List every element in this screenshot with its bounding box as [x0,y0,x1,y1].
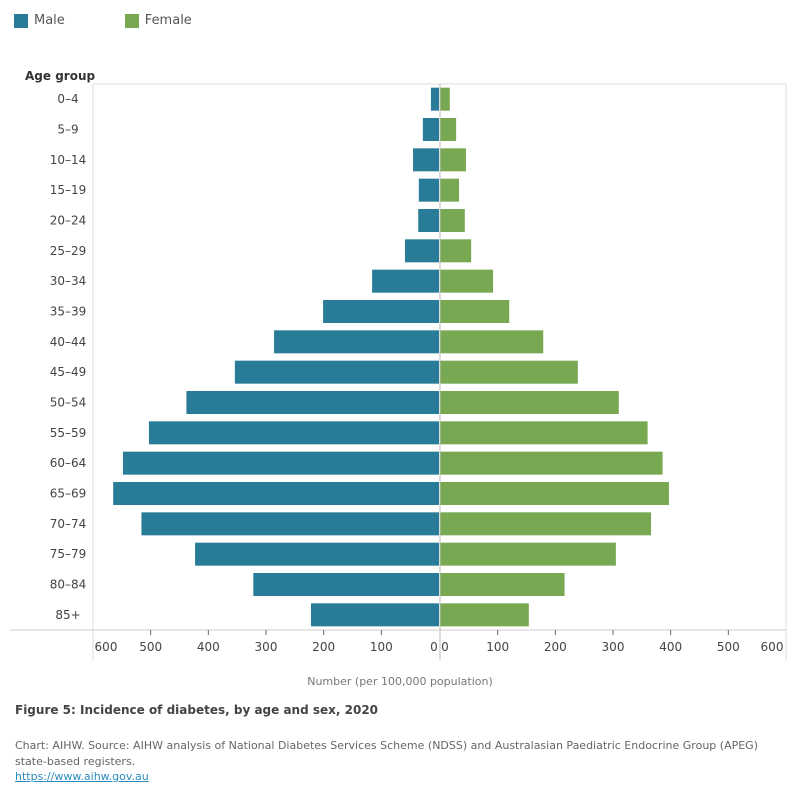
age-group-label: 75–79 [50,547,87,561]
figure-caption: Figure 5: Incidence of diabetes, by age … [15,703,379,717]
age-group-label: 30–34 [50,274,87,288]
legend-item-female[interactable]: Female [124,13,192,28]
age-group-label: 60–64 [50,456,87,470]
female-swatch [124,13,139,28]
x-tick-label-female: 0 [441,640,449,654]
female-bar [440,87,450,111]
male-bar [430,87,439,111]
age-group-label: 25–29 [50,244,87,258]
age-group-label: 10–14 [50,153,87,167]
source-note: Chart: AIHW. Source: AIHW analysis of Na… [15,739,758,768]
age-group-label: 5–9 [57,123,78,137]
male-bar [141,512,439,536]
male-bar [195,542,439,566]
female-bar [440,421,648,445]
male-bar [323,300,439,323]
age-group-label: 0–4 [57,92,78,106]
x-tick-label-female: 100 [486,640,509,654]
age-group-label: 70–74 [50,517,87,531]
male-bar [186,391,439,414]
female-bar [440,360,578,384]
age-group-label: 35–39 [50,305,87,319]
y-axis-title: Age group [25,69,95,83]
female-bar [440,573,565,596]
x-tick-label-male: 300 [255,640,278,654]
x-tick-label-female: 500 [717,640,740,654]
x-tick-label-female: 400 [659,640,682,654]
aihw-link[interactable]: https://www.aihw.gov.au [15,770,149,783]
female-bar [440,391,619,414]
male-bar [274,330,439,354]
female-bar [440,330,544,354]
male-swatch [14,13,28,28]
age-group-label: 85+ [55,608,80,622]
female-bar [440,118,457,141]
male-bar [413,148,439,172]
female-bar [440,451,663,475]
female-bar [440,603,529,627]
male-bar [122,451,439,475]
age-group-label: 80–84 [50,578,87,592]
x-tick-label-male: 600 [95,640,118,654]
male-bar [148,421,440,445]
female-bar [440,239,472,263]
male-bar [113,482,439,505]
male-bar [253,573,439,596]
age-group-label: 45–49 [50,365,87,379]
x-tick-label-male: 400 [197,640,220,654]
male-bar [372,269,439,293]
female-bar [440,178,460,202]
age-group-label: 40–44 [50,335,87,349]
population-pyramid-chart: Age group 0–4 5–9 10–14 15–19 20–24 25–29 30–34… [10,69,787,688]
legend: Male Female [14,13,252,28]
male-bar [422,118,439,141]
female-bar [440,300,510,323]
x-tick-label-female: 200 [544,640,567,654]
male-bar [418,209,439,232]
age-group-label: 50–54 [50,396,87,410]
female-bar [440,148,466,172]
age-group-label: 65–69 [50,487,87,501]
x-tick-label-male: 200 [312,640,335,654]
x-axis-title: Number (per 100,000 population) [307,675,493,688]
male-bar [234,360,439,384]
x-tick-label-female: 600 [761,640,784,654]
female-bar [440,512,652,536]
legend-label-male: Male [34,13,65,28]
age-group-label: 15–19 [50,183,87,197]
x-tick-label-male: 500 [139,640,162,654]
female-bar [440,209,465,232]
male-bar [404,239,439,263]
female-bar [440,269,494,293]
female-bar [440,542,616,566]
age-group-label: 55–59 [50,426,87,440]
x-tick-label-male: 0 [430,640,438,654]
x-tick-label-male: 100 [370,640,393,654]
legend-item-male[interactable]: Male [14,13,65,28]
male-bar [310,603,439,627]
x-tick-label-female: 300 [602,640,625,654]
age-group-label: 20–24 [50,214,87,228]
female-bar [440,482,669,505]
legend-label-female: Female [144,13,192,28]
male-bar [418,178,439,202]
